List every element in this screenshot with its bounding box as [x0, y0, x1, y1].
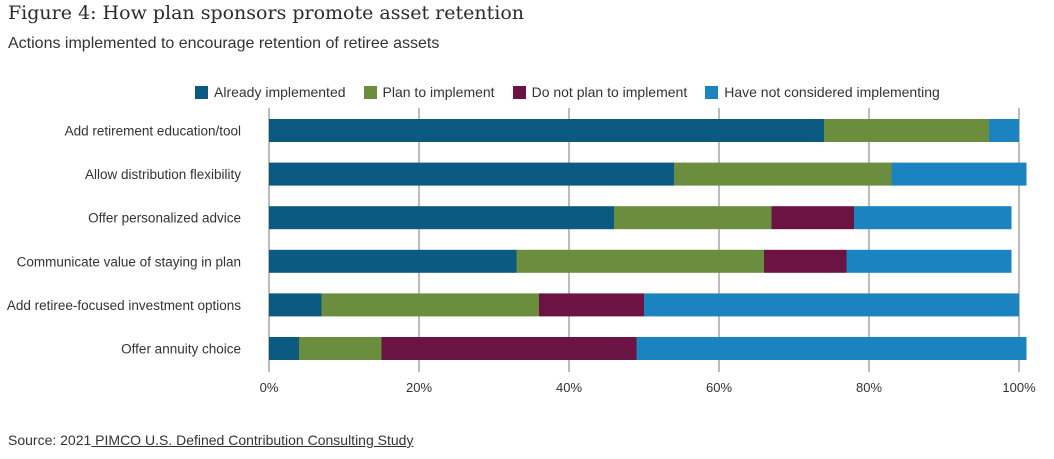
bar-allow-distribution-flexibility-have-not-considered-implementing — [891, 162, 1027, 186]
legend-item-not-considered: Have not considered implementing — [705, 84, 940, 100]
legend-swatch-already-implemented — [195, 85, 208, 99]
category-label-communicate-value-of-staying-in-plan: Communicate value of staying in plan — [17, 254, 241, 269]
bar-offer-annuity-choice-do-not-plan-to-implement — [381, 337, 637, 360]
legend-label-not-considered: Have not considered implementing — [724, 84, 940, 100]
legend-label-plan-to-implement: Plan to implement — [382, 84, 495, 100]
bar-add-retirement-education-tool-already-implemented — [269, 119, 824, 142]
figure-title: Figure 4: How plan sponsors promote asse… — [8, 2, 524, 24]
bar-add-retirement-education-tool-plan-to-implement — [824, 119, 989, 142]
legend-swatch-plan-to-implement — [363, 85, 377, 99]
x-tick-label-0: 0% — [260, 380, 279, 395]
x-tick-label-60: 60% — [706, 380, 732, 395]
bar-add-retirement-education-tool-have-not-considered-implementing — [989, 119, 1019, 142]
bar-add-retiree-focused-investment-options-already-implemented — [269, 293, 322, 317]
legend-label-do-not-plan: Do not plan to implement — [531, 84, 688, 100]
bar-offer-personalized-advice-have-not-considered-implementing — [854, 206, 1012, 230]
bar-allow-distribution-flexibility-plan-to-implement — [674, 162, 892, 186]
legend-label-already-implemented: Already implemented — [214, 84, 346, 100]
source-link[interactable]: PIMCO U.S. Defined Contribution Consulti… — [91, 432, 414, 448]
bar-offer-personalized-advice-plan-to-implement — [614, 206, 772, 230]
bar-communicate-value-of-staying-in-plan-have-not-considered-implementing — [846, 249, 1012, 273]
figure-subtitle: Actions implemented to encourage retenti… — [8, 35, 440, 52]
category-label-offer-annuity-choice: Offer annuity choice — [121, 342, 241, 357]
bar-offer-annuity-choice-already-implemented — [269, 337, 299, 360]
bar-communicate-value-of-staying-in-plan-plan-to-implement — [516, 249, 764, 273]
bar-communicate-value-of-staying-in-plan-do-not-plan-to-implement — [764, 249, 847, 273]
x-tick-label-20: 20% — [406, 380, 432, 395]
source-note: Source: 2021 PIMCO U.S. Defined Contribu… — [8, 432, 413, 448]
legend-item-plan-to-implement: Plan to implement — [363, 84, 495, 100]
x-tick-label-100: 100% — [1002, 380, 1036, 395]
category-label-offer-personalized-advice: Offer personalized advice — [88, 211, 241, 226]
bar-offer-annuity-choice-plan-to-implement — [299, 337, 382, 360]
legend-item-already-implemented: Already implemented — [195, 84, 346, 100]
category-label-add-retiree-focused-investment-options: Add retiree-focused investment options — [7, 298, 241, 313]
legend-swatch-do-not-plan — [512, 85, 526, 99]
bar-offer-personalized-advice-already-implemented — [269, 206, 614, 230]
source-prefix: Source: 2021 — [8, 432, 92, 448]
bar-allow-distribution-flexibility-already-implemented — [269, 162, 674, 186]
bar-communicate-value-of-staying-in-plan-already-implemented — [269, 249, 517, 273]
category-label-add-retirement-education-tool: Add retirement education/tool — [65, 124, 241, 139]
x-tick-label-40: 40% — [556, 380, 582, 395]
bar-offer-annuity-choice-have-not-considered-implementing — [636, 337, 1027, 360]
bar-add-retiree-focused-investment-options-do-not-plan-to-implement — [539, 293, 644, 317]
bar-offer-personalized-advice-do-not-plan-to-implement — [771, 206, 854, 230]
legend-swatch-not-considered — [705, 85, 719, 99]
chart-legend: Already implemented Plan to implement Do… — [195, 84, 958, 100]
legend-item-do-not-plan: Do not plan to implement — [512, 84, 688, 100]
bar-add-retiree-focused-investment-options-have-not-considered-implementing — [644, 293, 1019, 317]
bar-add-retiree-focused-investment-options-plan-to-implement — [321, 293, 539, 317]
category-label-allow-distribution-flexibility: Allow distribution flexibility — [85, 167, 241, 182]
x-tick-label-80: 80% — [856, 380, 882, 395]
